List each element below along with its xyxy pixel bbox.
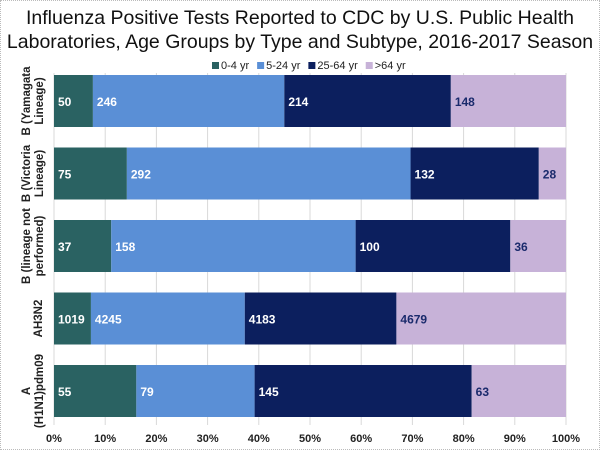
x-tick-label: 40% xyxy=(248,433,270,445)
data-label: 132 xyxy=(415,168,435,182)
data-label: 28 xyxy=(543,168,557,182)
data-label: 79 xyxy=(140,385,154,399)
data-label: 4183 xyxy=(249,313,276,327)
bar-segment xyxy=(54,365,137,417)
y-category-label: B (lineage not performed) xyxy=(21,208,46,284)
x-tick-label: 30% xyxy=(197,433,219,445)
x-tick-label: 90% xyxy=(504,433,526,445)
y-category-label-line: (H1N1)pdm09 xyxy=(34,354,46,428)
chart-title: Influenza Positive Tests Reported to CDC… xyxy=(0,6,600,54)
bar-segment xyxy=(450,75,566,127)
legend-label: 5-24 yr xyxy=(266,60,301,72)
bar-segment xyxy=(90,292,245,345)
x-tick-label: 80% xyxy=(453,433,475,445)
x-tick-label: 100% xyxy=(552,433,580,445)
y-category-label-line: AH3N2 xyxy=(33,300,45,338)
title-line-1: Influenza Positive Tests Reported to CDC… xyxy=(25,7,575,29)
x-tick-label: 70% xyxy=(401,433,423,445)
legend-swatch xyxy=(212,62,219,69)
y-category-label-line: B (lineage not xyxy=(21,208,33,284)
bar-segment xyxy=(126,147,411,200)
data-label: 4245 xyxy=(95,313,122,327)
data-label: 246 xyxy=(97,95,117,109)
data-label: 100 xyxy=(360,240,380,254)
data-label: 214 xyxy=(288,95,308,109)
bar-segment xyxy=(410,147,539,200)
y-category-label: B (Victoria Lineage) xyxy=(21,144,46,202)
y-category-label-line: B (Yamagata xyxy=(21,66,33,136)
bar-segment xyxy=(396,292,566,345)
legend-swatch xyxy=(308,62,316,69)
bar-segment xyxy=(54,220,112,272)
data-label: 63 xyxy=(476,385,490,399)
x-tick-label: 60% xyxy=(350,433,372,445)
bar-segment xyxy=(136,365,255,417)
data-label: 4679 xyxy=(400,313,427,327)
bar-segment xyxy=(254,365,472,417)
y-category-label-line: Lineage) xyxy=(34,77,46,124)
data-label: 145 xyxy=(259,385,279,399)
y-category-label-line: A xyxy=(21,387,33,395)
data-label: 55 xyxy=(58,385,72,399)
y-category-label-line: Lineage) xyxy=(34,150,46,197)
data-label: 75 xyxy=(58,168,72,182)
bar-segment xyxy=(54,292,91,345)
bar-segment xyxy=(355,220,511,272)
data-label: 292 xyxy=(131,168,151,182)
data-label: 36 xyxy=(514,240,528,254)
y-category-label-line: B (Victoria xyxy=(21,144,33,202)
x-tick-label: 50% xyxy=(299,433,321,445)
data-label: 37 xyxy=(58,240,72,254)
bar-segment xyxy=(538,147,566,200)
x-tick-label: 20% xyxy=(145,433,167,445)
legend-swatch xyxy=(365,62,373,69)
bar-segment xyxy=(54,147,127,200)
y-category-label: AH3N2 xyxy=(33,300,45,338)
title-line-2: Laboratories, Age Groups by Type and Sub… xyxy=(6,31,594,53)
legend-label: >64 yr xyxy=(375,60,406,72)
legend-swatch xyxy=(257,62,265,69)
data-label: 50 xyxy=(58,95,72,109)
legend-label: 25-64 yr xyxy=(317,60,358,72)
x-tick-label: 0% xyxy=(46,433,62,445)
legend-label: 0-4 yr xyxy=(221,60,249,72)
y-category-label-line: performed) xyxy=(34,215,46,276)
y-category-label: B (Yamagata Lineage) xyxy=(21,66,46,136)
bar-segment xyxy=(510,220,566,272)
data-label: 148 xyxy=(455,95,475,109)
bar-segment xyxy=(92,75,285,127)
bar-segment xyxy=(111,220,356,272)
data-label: 158 xyxy=(115,240,135,254)
bar-segment xyxy=(54,75,93,127)
data-label: 1019 xyxy=(58,313,85,327)
y-category-label: A (H1N1)pdm09 xyxy=(21,354,46,428)
bar-segment xyxy=(244,292,397,345)
x-tick-label: 10% xyxy=(94,433,116,445)
bar-segment xyxy=(284,75,451,127)
bar-segment xyxy=(471,365,566,417)
